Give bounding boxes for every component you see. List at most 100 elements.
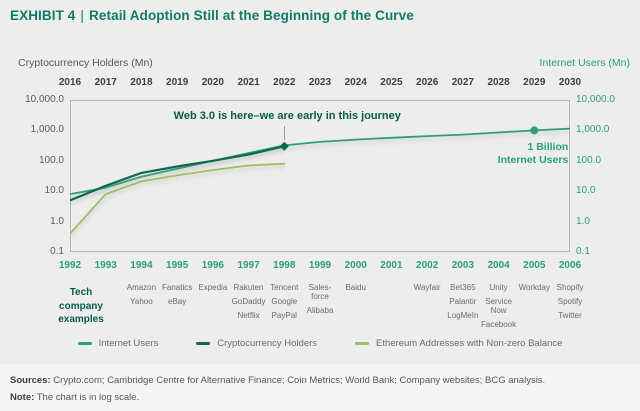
top-year-tick: 2018 <box>130 77 153 88</box>
left-tick-label: 10,000.0 <box>25 94 64 105</box>
top-year-tick: 2020 <box>201 77 224 88</box>
company-column-2004: Unity Service Now Facebook <box>475 283 523 334</box>
company-label: Facebook <box>480 320 517 329</box>
right-tick-label: 10,000.0 <box>576 94 615 105</box>
company-label: Alibaba <box>306 306 334 315</box>
company-column-2000: Baidu <box>332 283 380 297</box>
company-label: eBay <box>168 297 187 306</box>
legend-item-internet-users: Internet Users <box>77 338 159 349</box>
note-line: Note: The chart is in log scale. <box>10 389 630 406</box>
bottom-year-tick: 2002 <box>416 260 439 271</box>
one-billion-annotation: 1 Billion Internet Users <box>438 141 569 167</box>
bottom-year-tick: 1997 <box>237 260 260 271</box>
company-label: Sales- force <box>308 283 332 301</box>
right-tick-label: 1.0 <box>576 215 590 227</box>
company-label: Spotify <box>557 297 583 306</box>
top-year-tick: 2023 <box>308 77 332 88</box>
top-year-tick: 2027 <box>451 77 474 88</box>
series-line-cryptocurrency-holders <box>70 145 286 202</box>
company-column-1994: Amazon Yahoo <box>117 283 165 311</box>
company-label: Google <box>271 297 298 306</box>
bottom-year-axis: 1992 1993 1994 1995 1996 1997 1998 1999 2000 2001… <box>0 260 640 272</box>
legend-item-ethereum-addresses-with-non-zero-balance: Ethereum Addresses with Non-zero Balance <box>355 338 562 349</box>
exhibit-title: EXHIBIT 4 | Retail Adoption Still at the B… <box>10 8 414 23</box>
right-tick-label: 10.0 <box>576 185 596 197</box>
company-column-1996: Expedia <box>189 283 237 297</box>
bottom-year-tick: 2006 <box>558 260 582 271</box>
bottom-year-tick: 1996 <box>201 260 224 271</box>
bottom-year-tick: 1995 <box>166 260 189 271</box>
company-column-2003: Bet365 Palantir LogMeIn <box>439 283 487 325</box>
company-column-2006: Shopify Spotify Twitter <box>546 283 594 325</box>
company-label: Yahoo <box>130 297 153 306</box>
company-label: Palantir <box>449 297 477 306</box>
left-tick-label: 1.0 <box>50 215 64 227</box>
tech-company-examples-label: Tech company examples <box>58 287 104 325</box>
company-label: Unity <box>489 283 508 292</box>
bottom-year-tick: 1998 <box>273 260 296 271</box>
company-column-1995: Fanatics eBay <box>153 283 201 311</box>
company-label: Netflix <box>237 311 260 320</box>
one-billion-line1: 1 Billion <box>527 141 569 153</box>
left-axis-title: Cryptocurrency Holders (Mn) <box>18 57 153 69</box>
top-year-tick: 2030 <box>558 77 582 88</box>
bottom-year-tick: 2005 <box>523 260 546 271</box>
right-tick-label: 1,000.0 <box>576 124 610 136</box>
bottom-year-tick: 1993 <box>94 260 117 271</box>
left-tick-label: 100.0 <box>38 154 64 166</box>
company-label: Shopify <box>556 283 584 292</box>
bottom-year-tick: 2000 <box>344 260 367 271</box>
top-year-tick: 2026 <box>416 77 439 88</box>
right-axis-title: Internet Users (Mn) <box>539 57 630 69</box>
series-line-internet-users <box>70 127 570 195</box>
chart-plot-area <box>70 100 570 252</box>
legend-label: Cryptocurrency Holders <box>217 338 318 349</box>
company-label: GoDaddy <box>231 297 266 306</box>
left-tick-label: 0.1 <box>50 246 64 257</box>
plot-border <box>70 100 570 252</box>
circle-marker <box>530 126 539 135</box>
company-label: Rakuten <box>233 283 264 292</box>
diamond-marker <box>279 141 289 151</box>
top-year-tick: 2021 <box>237 77 260 88</box>
top-year-axis: 2016 2017 2018 2019 2020 2021 2022 2023 2024 2025… <box>0 77 640 89</box>
top-year-tick: 2022 <box>273 77 296 88</box>
annotation-connector-line <box>283 126 285 141</box>
bottom-year-tick: 1999 <box>308 260 332 271</box>
legend-dash-icon <box>196 342 211 345</box>
company-label: Twitter <box>558 311 582 320</box>
company-label: Amazon <box>126 283 157 292</box>
bottom-year-tick: 2004 <box>487 260 510 271</box>
company-label: Service Now <box>485 297 512 315</box>
top-year-tick: 2016 <box>58 77 82 88</box>
bottom-year-tick: 2003 <box>451 260 474 271</box>
footer: Sources: Crypto.com; Cambridge Centre fo… <box>0 364 640 411</box>
company-column-1998: Tencent Google PayPal <box>260 283 308 325</box>
top-year-tick: 2029 <box>523 77 546 88</box>
title-text: Retail Adoption Still at the Beginning o… <box>89 8 414 23</box>
exhibit-number: EXHIBIT 4 <box>10 8 76 23</box>
legend-dash-icon <box>77 342 92 345</box>
note-label: Note: <box>10 392 35 403</box>
company-label: Fanatics <box>162 283 193 292</box>
company-column-2005: Workday <box>510 283 558 297</box>
top-year-tick: 2017 <box>94 77 117 88</box>
left-tick-label: 1,000.0 <box>30 124 64 136</box>
company-column-2002: Wayfair <box>403 283 451 297</box>
company-column-1997: Rakuten GoDaddy Netflix <box>225 283 273 325</box>
company-label: PayPal <box>271 311 297 320</box>
legend-dash-icon <box>355 342 370 345</box>
company-label: Workday <box>518 283 550 292</box>
company-column-1999: Sales- force Alibaba <box>296 283 344 320</box>
company-label: Tencent <box>270 283 299 292</box>
one-billion-line2: Internet Users <box>497 154 569 166</box>
legend-label: Internet Users <box>98 338 159 349</box>
legend-label: Ethereum Addresses with Non-zero Balance <box>376 338 563 349</box>
company-label: Wayfair <box>413 283 441 292</box>
top-year-tick: 2019 <box>166 77 189 88</box>
sources-label: Sources: <box>10 375 51 386</box>
left-tick-label: 10.0 <box>44 185 64 197</box>
top-year-tick: 2024 <box>344 77 367 88</box>
right-tick-label: 100.0 <box>576 154 602 166</box>
